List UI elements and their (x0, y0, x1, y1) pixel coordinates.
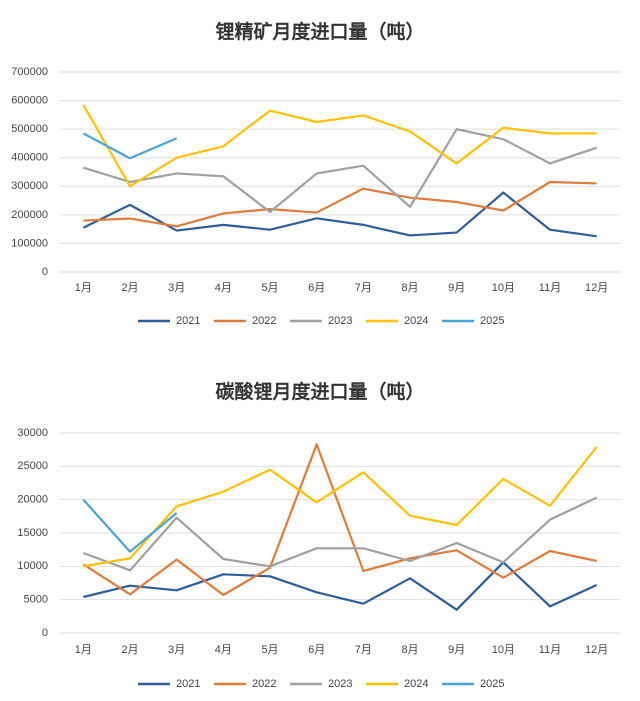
x-tick-label: 8月 (401, 644, 418, 656)
series-line (83, 446, 598, 568)
x-tick-label: 5月 (261, 282, 278, 294)
y-tick-label: 0 (42, 266, 48, 278)
x-tick-label: 10月 (492, 644, 515, 656)
x-tick-label: 2月 (121, 644, 138, 656)
x-tick-label: 11月 (539, 282, 561, 294)
y-tick-label: 200000 (11, 209, 48, 221)
x-tick-label: 1月 (75, 282, 92, 294)
legend-label: 2023 (328, 678, 352, 690)
x-tick-label: 7月 (355, 282, 372, 294)
x-tick-label: 6月 (308, 644, 325, 656)
x-tick-label: 7月 (355, 644, 372, 656)
x-tick-label: 10月 (492, 282, 515, 294)
x-tick-label: 11月 (539, 644, 561, 656)
y-tick-label: 500000 (11, 123, 48, 135)
series-line (83, 180, 597, 228)
series-line (82, 191, 597, 238)
series-line (82, 496, 598, 572)
y-tick-label: 15000 (17, 527, 48, 539)
series-line (82, 132, 178, 160)
legend-label: 2021 (176, 315, 200, 327)
x-tick-label: 4月 (215, 282, 232, 294)
legend-label: 2024 (404, 315, 428, 327)
x-tick-label: 6月 (308, 282, 325, 294)
series-line (83, 561, 598, 611)
x-tick-label: 9月 (448, 282, 465, 294)
series-line (83, 128, 598, 214)
x-tick-label: 12月 (585, 282, 608, 294)
y-tick-label: 100000 (11, 237, 48, 249)
series-line (82, 443, 597, 597)
y-tick-label: 0 (42, 627, 48, 639)
y-tick-label: 10000 (17, 560, 48, 572)
y-tick-label: 600000 (11, 94, 48, 106)
legend-label: 2022 (252, 678, 276, 690)
x-tick-label: 1月 (75, 644, 92, 656)
legend-label: 2021 (176, 678, 200, 690)
y-tick-label: 5000 (24, 594, 48, 606)
chart-title: 碳酸锂月度进口量（吨） (215, 380, 424, 403)
x-tick-label: 8月 (401, 282, 418, 294)
series-line (82, 104, 597, 188)
legend-label: 2024 (404, 678, 428, 690)
legend-label: 2023 (328, 315, 352, 327)
x-tick-label: 5月 (261, 644, 278, 656)
x-tick-label: 12月 (585, 644, 608, 656)
y-tick-label: 25000 (17, 460, 48, 472)
x-tick-label: 3月 (168, 282, 185, 294)
x-tick-label: 4月 (215, 644, 232, 656)
y-tick-label: 30000 (17, 427, 48, 439)
legend-label: 2025 (480, 315, 504, 327)
y-tick-label: 400000 (11, 152, 48, 164)
y-tick-label: 20000 (17, 494, 48, 506)
x-tick-label: 3月 (168, 644, 185, 656)
y-tick-label: 700000 (11, 66, 48, 78)
x-tick-label: 9月 (448, 644, 465, 656)
series-line (82, 498, 178, 553)
legend-label: 2022 (252, 315, 276, 327)
y-tick-label: 300000 (11, 180, 48, 192)
chart-title: 锂精矿月度进口量（吨） (215, 20, 424, 43)
legend-label: 2025 (480, 678, 504, 690)
x-tick-label: 2月 (121, 282, 138, 294)
